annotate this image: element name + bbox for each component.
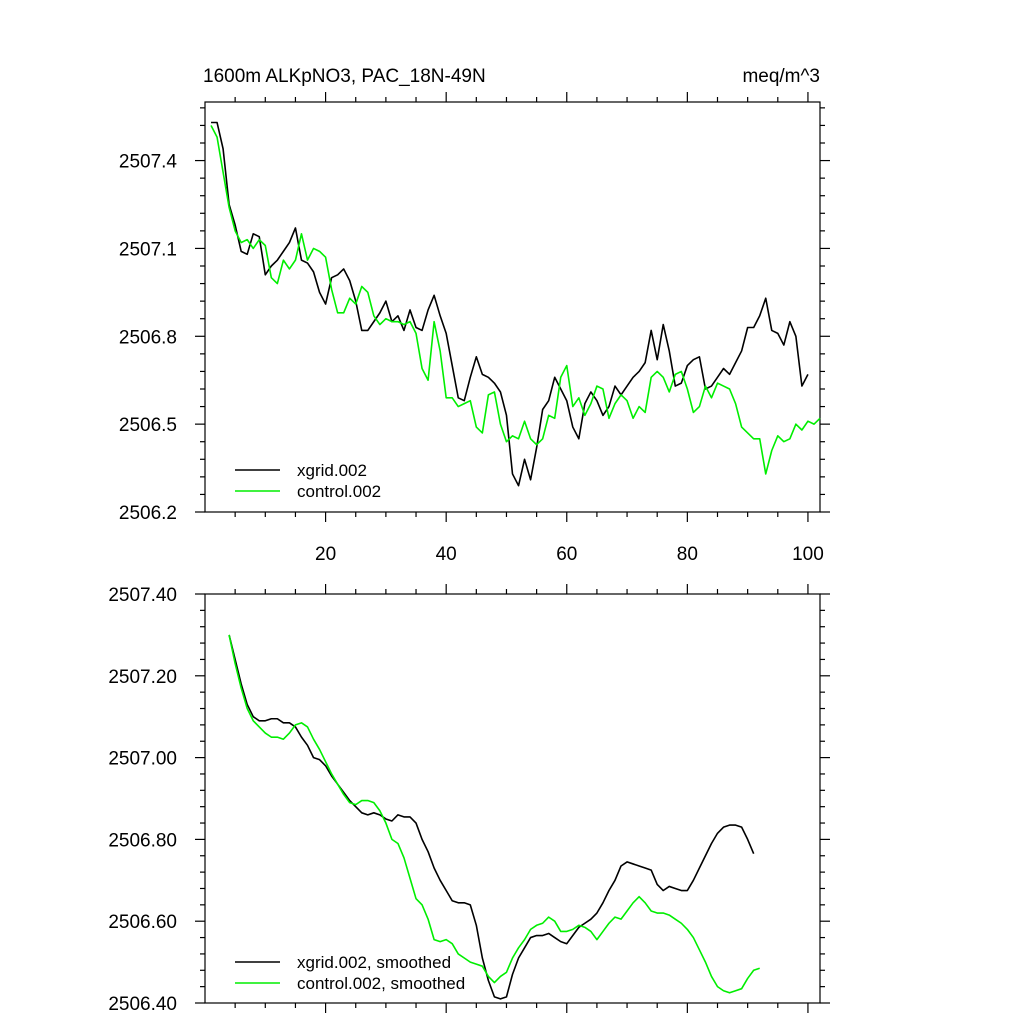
series-line-control (210, 125, 821, 475)
x-tick-label: 40 (436, 544, 457, 565)
series-line-xgrid (228, 634, 755, 1000)
series-line-control (228, 634, 760, 994)
y-tick-label: 2507.40 (108, 585, 177, 606)
y-tick-label: 2506.5 (119, 415, 177, 436)
legend-label: control.002 (297, 482, 381, 501)
bottom-panel: 2506.40 2506.60 2506.80 2507.00 2507.20 2507.… (108, 584, 830, 1015)
y-tick-label: 2507.4 (119, 152, 178, 173)
legend-label: xgrid.002 (297, 461, 367, 480)
series-line-xgrid (211, 121, 809, 487)
x-tick-label: 80 (677, 544, 698, 565)
y-tick-label: 2506.2 (119, 503, 177, 524)
legend-label: xgrid.002, smoothed (297, 953, 451, 972)
x-tick-label: 20 (315, 544, 336, 565)
plot-frame (204, 101, 821, 513)
y-tick-label: 2506.80 (108, 830, 177, 851)
x-tick-label: 60 (556, 544, 577, 565)
y-tick-label: 2506.40 (108, 994, 177, 1015)
x-tick-label: 100 (792, 544, 824, 565)
plot-frame (204, 593, 821, 1004)
units-label: meq/m^3 (742, 66, 820, 87)
top-panel: 20 40 60 80 100 2506.2 2506.5 2506.8 2507.1 2507.… (119, 92, 830, 565)
y-tick-label: 2506.60 (108, 912, 177, 933)
y-tick-label: 2507.00 (108, 749, 177, 770)
legend-label: control.002, smoothed (297, 974, 465, 993)
y-tick-label: 2507.1 (119, 239, 177, 260)
y-tick-label: 2507.20 (108, 667, 177, 688)
chart-title: 1600m ALKpNO3, PAC_18N-49N (203, 66, 486, 87)
y-tick-label: 2506.8 (119, 327, 177, 348)
